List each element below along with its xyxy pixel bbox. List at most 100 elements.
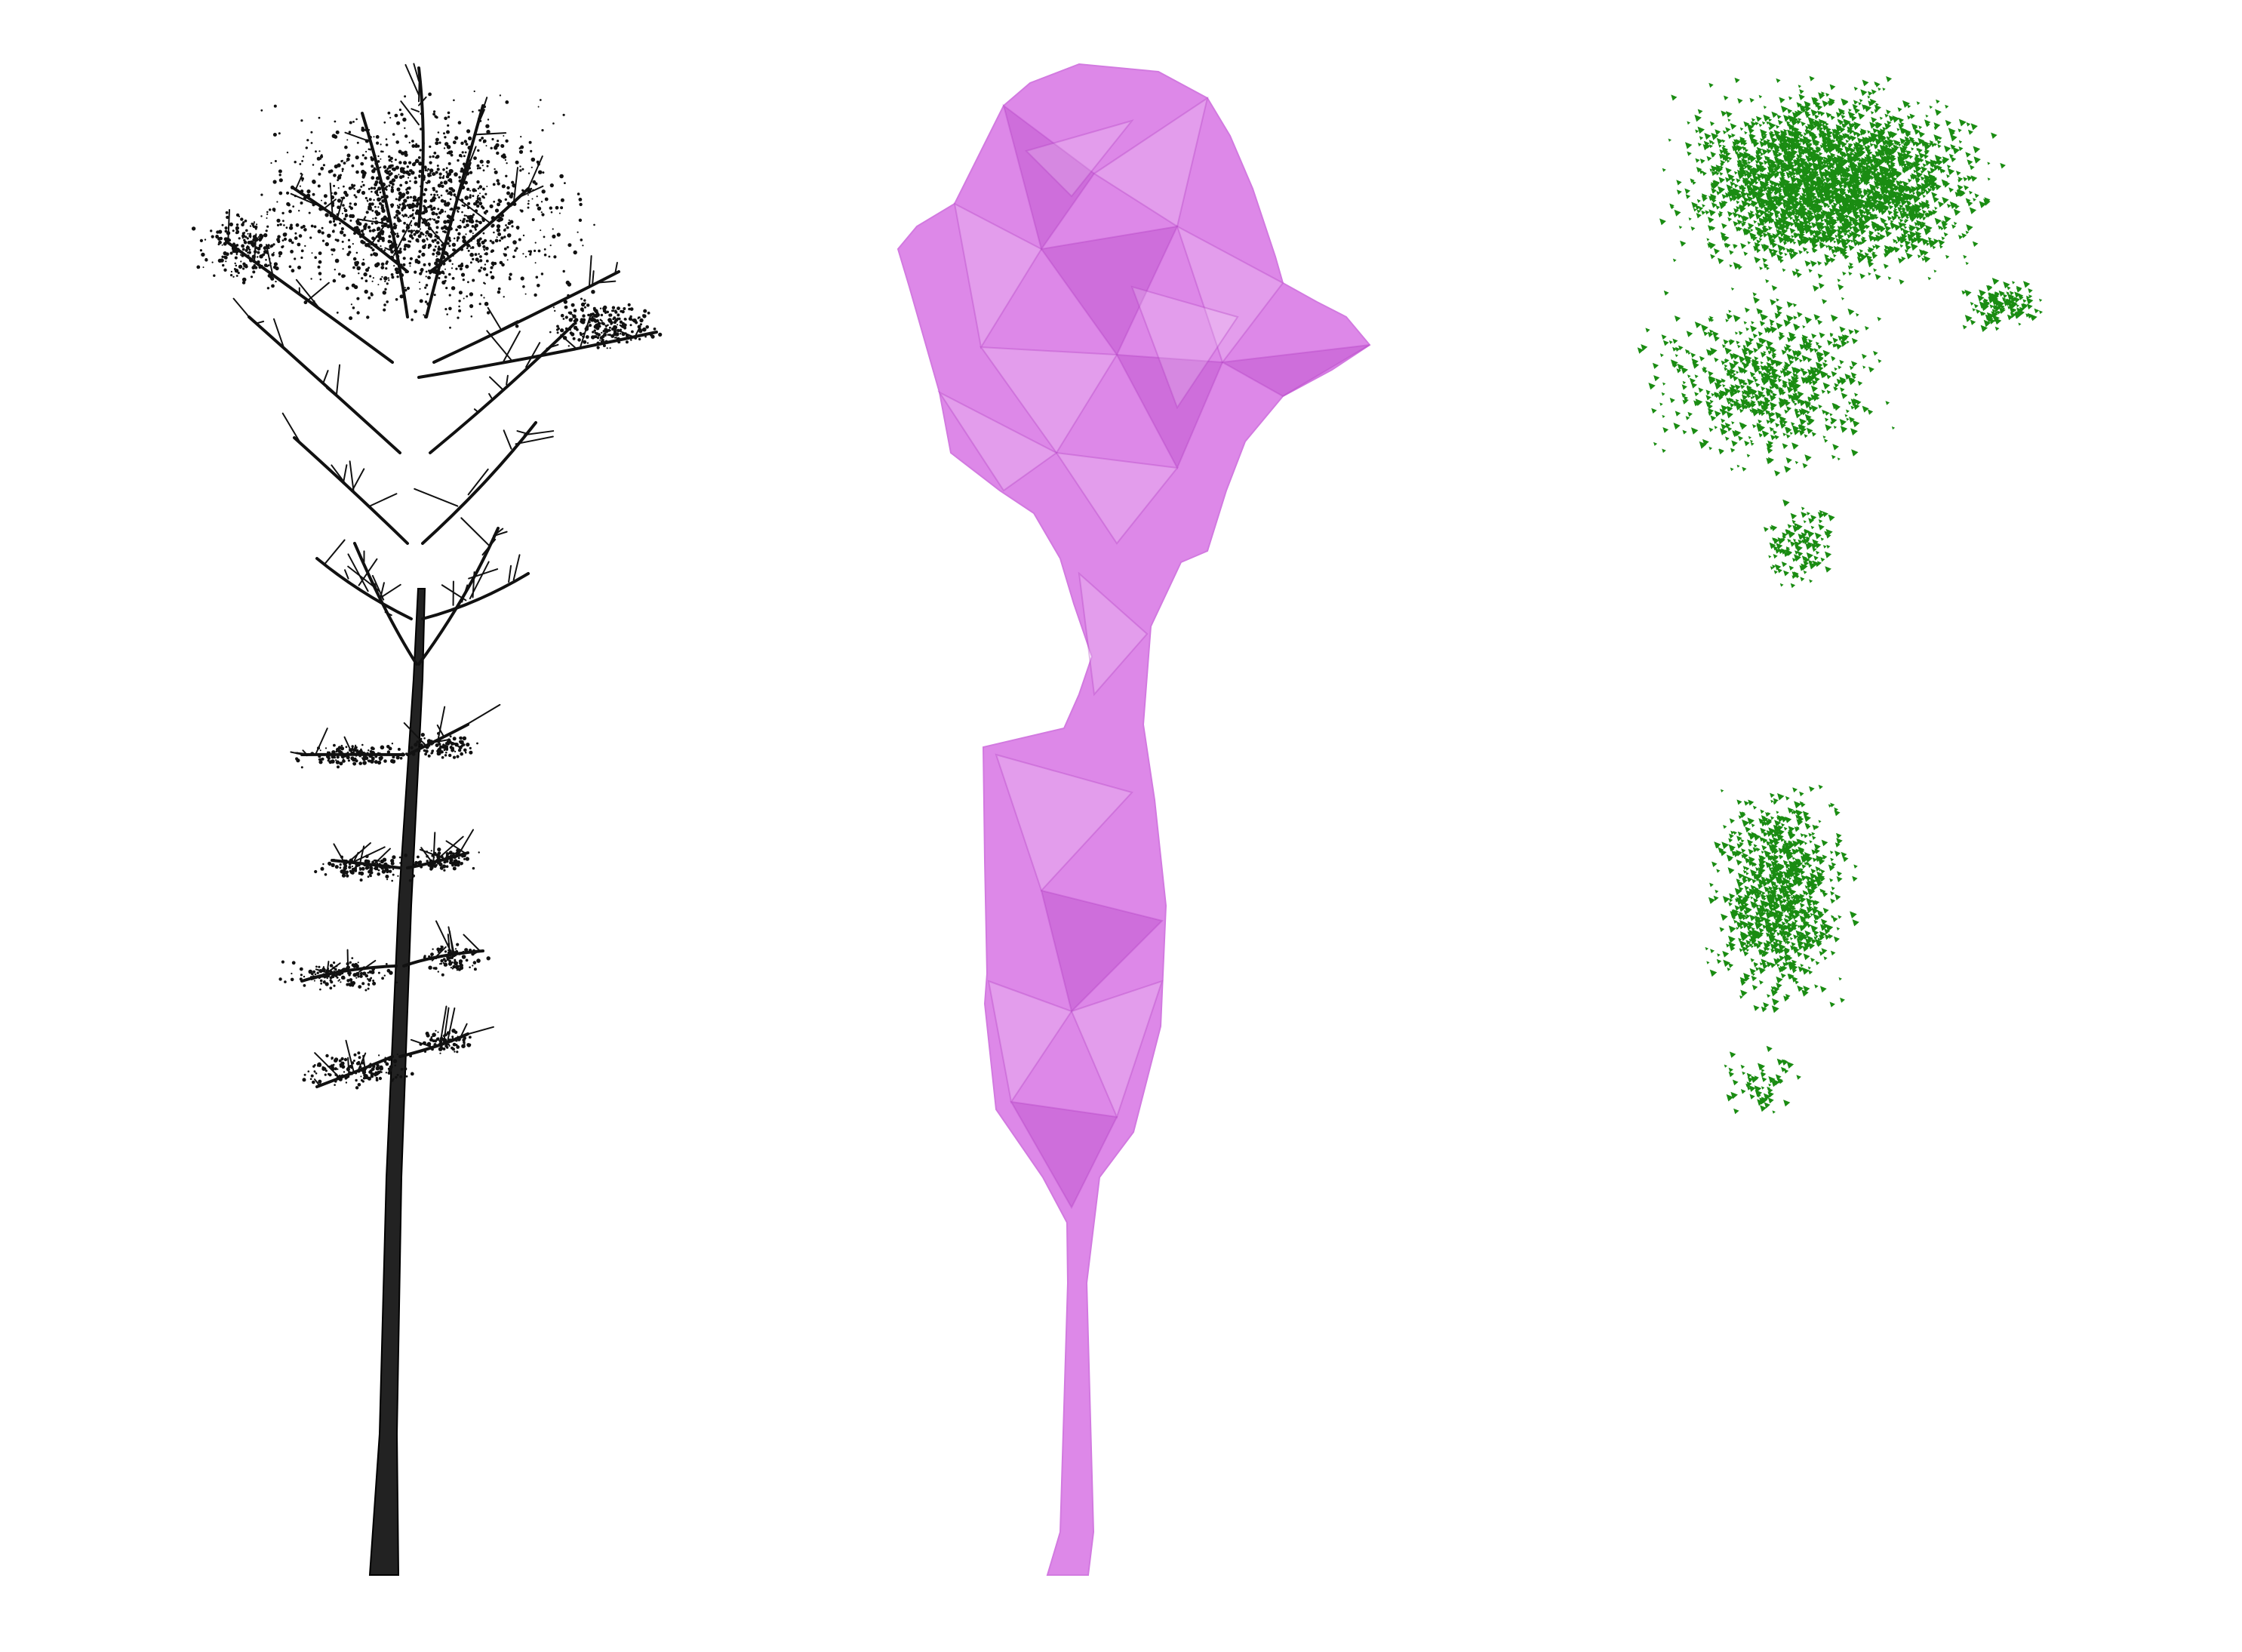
tree-point (278, 178, 283, 183)
tree-twig (508, 565, 512, 583)
tree-point (625, 340, 629, 344)
tree-point (391, 161, 393, 163)
tree-branch (353, 542, 418, 666)
leaf-point (1928, 213, 1932, 217)
tree-twig (374, 583, 380, 600)
leaf-point (1915, 236, 1924, 244)
tree-point (364, 128, 368, 131)
tree-point (361, 229, 364, 232)
tree-point (346, 157, 350, 162)
leaf-point (1909, 113, 1915, 119)
leaf-point (1833, 240, 1837, 244)
leaf-point (1723, 200, 1728, 205)
tree-point (406, 286, 411, 291)
tree-point (584, 327, 589, 331)
tree-point (414, 222, 418, 226)
hull-facet (1115, 353, 1224, 470)
tree-point (408, 141, 411, 144)
tree-point (509, 220, 512, 223)
tree-point (532, 189, 534, 191)
tree-point (589, 324, 592, 328)
leaf-point (1915, 191, 1923, 198)
tree-point (638, 334, 641, 337)
tree-point (444, 142, 449, 146)
leaf-point (1850, 143, 1853, 146)
leaf-point (1902, 192, 1911, 200)
tree-point (473, 202, 477, 206)
tree-point (312, 179, 316, 184)
leaf-point (1802, 247, 1808, 252)
leaf-point (1808, 269, 1813, 273)
tree-point (383, 759, 387, 763)
tree-point (205, 258, 208, 262)
tree-point (368, 245, 371, 248)
tree-point (338, 1077, 343, 1081)
tree-point (368, 266, 371, 269)
tree-point (453, 213, 455, 215)
tree-point (616, 318, 619, 321)
leaf-point (1726, 184, 1733, 192)
tree-point (367, 987, 370, 990)
leaf-point (1723, 155, 1730, 162)
leaf-point (1764, 133, 1767, 137)
leaf-point (1918, 212, 1925, 219)
tree-point (382, 857, 387, 862)
tree-point (497, 232, 502, 236)
tree-twig (546, 343, 559, 349)
tree-point (266, 265, 269, 268)
tree-point (437, 247, 441, 251)
tree-point (311, 252, 313, 254)
tree-point (428, 263, 431, 266)
tree-point (457, 1035, 459, 1038)
tree-point (426, 237, 428, 240)
tree-point (259, 239, 261, 242)
leaf-point (1923, 250, 1929, 256)
tree-point (455, 955, 457, 957)
tree-point (300, 256, 303, 260)
tree-twig (418, 96, 427, 106)
tree-point (393, 249, 396, 252)
tree-point (450, 223, 452, 226)
tree-point (481, 137, 484, 140)
leaf-point (1905, 149, 1911, 155)
tree-point (317, 265, 321, 269)
tree-point (380, 198, 382, 200)
leaf-point (1866, 195, 1872, 201)
tree-point (422, 245, 426, 249)
tree-point (573, 250, 577, 255)
tree-twig (322, 370, 329, 385)
tree-point (516, 227, 519, 230)
tree-point (350, 303, 352, 306)
leaf-point (1715, 168, 1719, 172)
leaf-point (1759, 266, 1764, 270)
leaf-point (1910, 218, 1914, 223)
leaf-point (1788, 238, 1791, 242)
tree-point (397, 205, 401, 209)
tree-twig (381, 583, 401, 598)
tree-point (490, 266, 494, 269)
leaf-point (1745, 192, 1751, 197)
tree-point (442, 1047, 446, 1051)
tree-point (469, 746, 472, 750)
tree-point (201, 252, 205, 257)
leaf-point (1795, 157, 1802, 164)
leaf-point (1837, 278, 1841, 282)
tree-point (524, 256, 527, 258)
tree-point (339, 222, 341, 225)
tree-point (434, 261, 438, 266)
tree-point (395, 243, 398, 247)
tree-point (438, 743, 441, 746)
tree-point (334, 258, 340, 263)
tree-point (511, 203, 514, 206)
leaf-point (1822, 171, 1830, 178)
tree-point (440, 181, 443, 185)
tree-point (461, 185, 466, 189)
tree-point (491, 216, 496, 220)
tree-point (556, 232, 561, 237)
tree-point (444, 950, 447, 953)
tree-point (382, 150, 384, 153)
leaf-point (1921, 257, 1926, 262)
leaf-point (1825, 220, 1831, 226)
tree-point (449, 735, 452, 738)
tree-point (273, 262, 278, 266)
